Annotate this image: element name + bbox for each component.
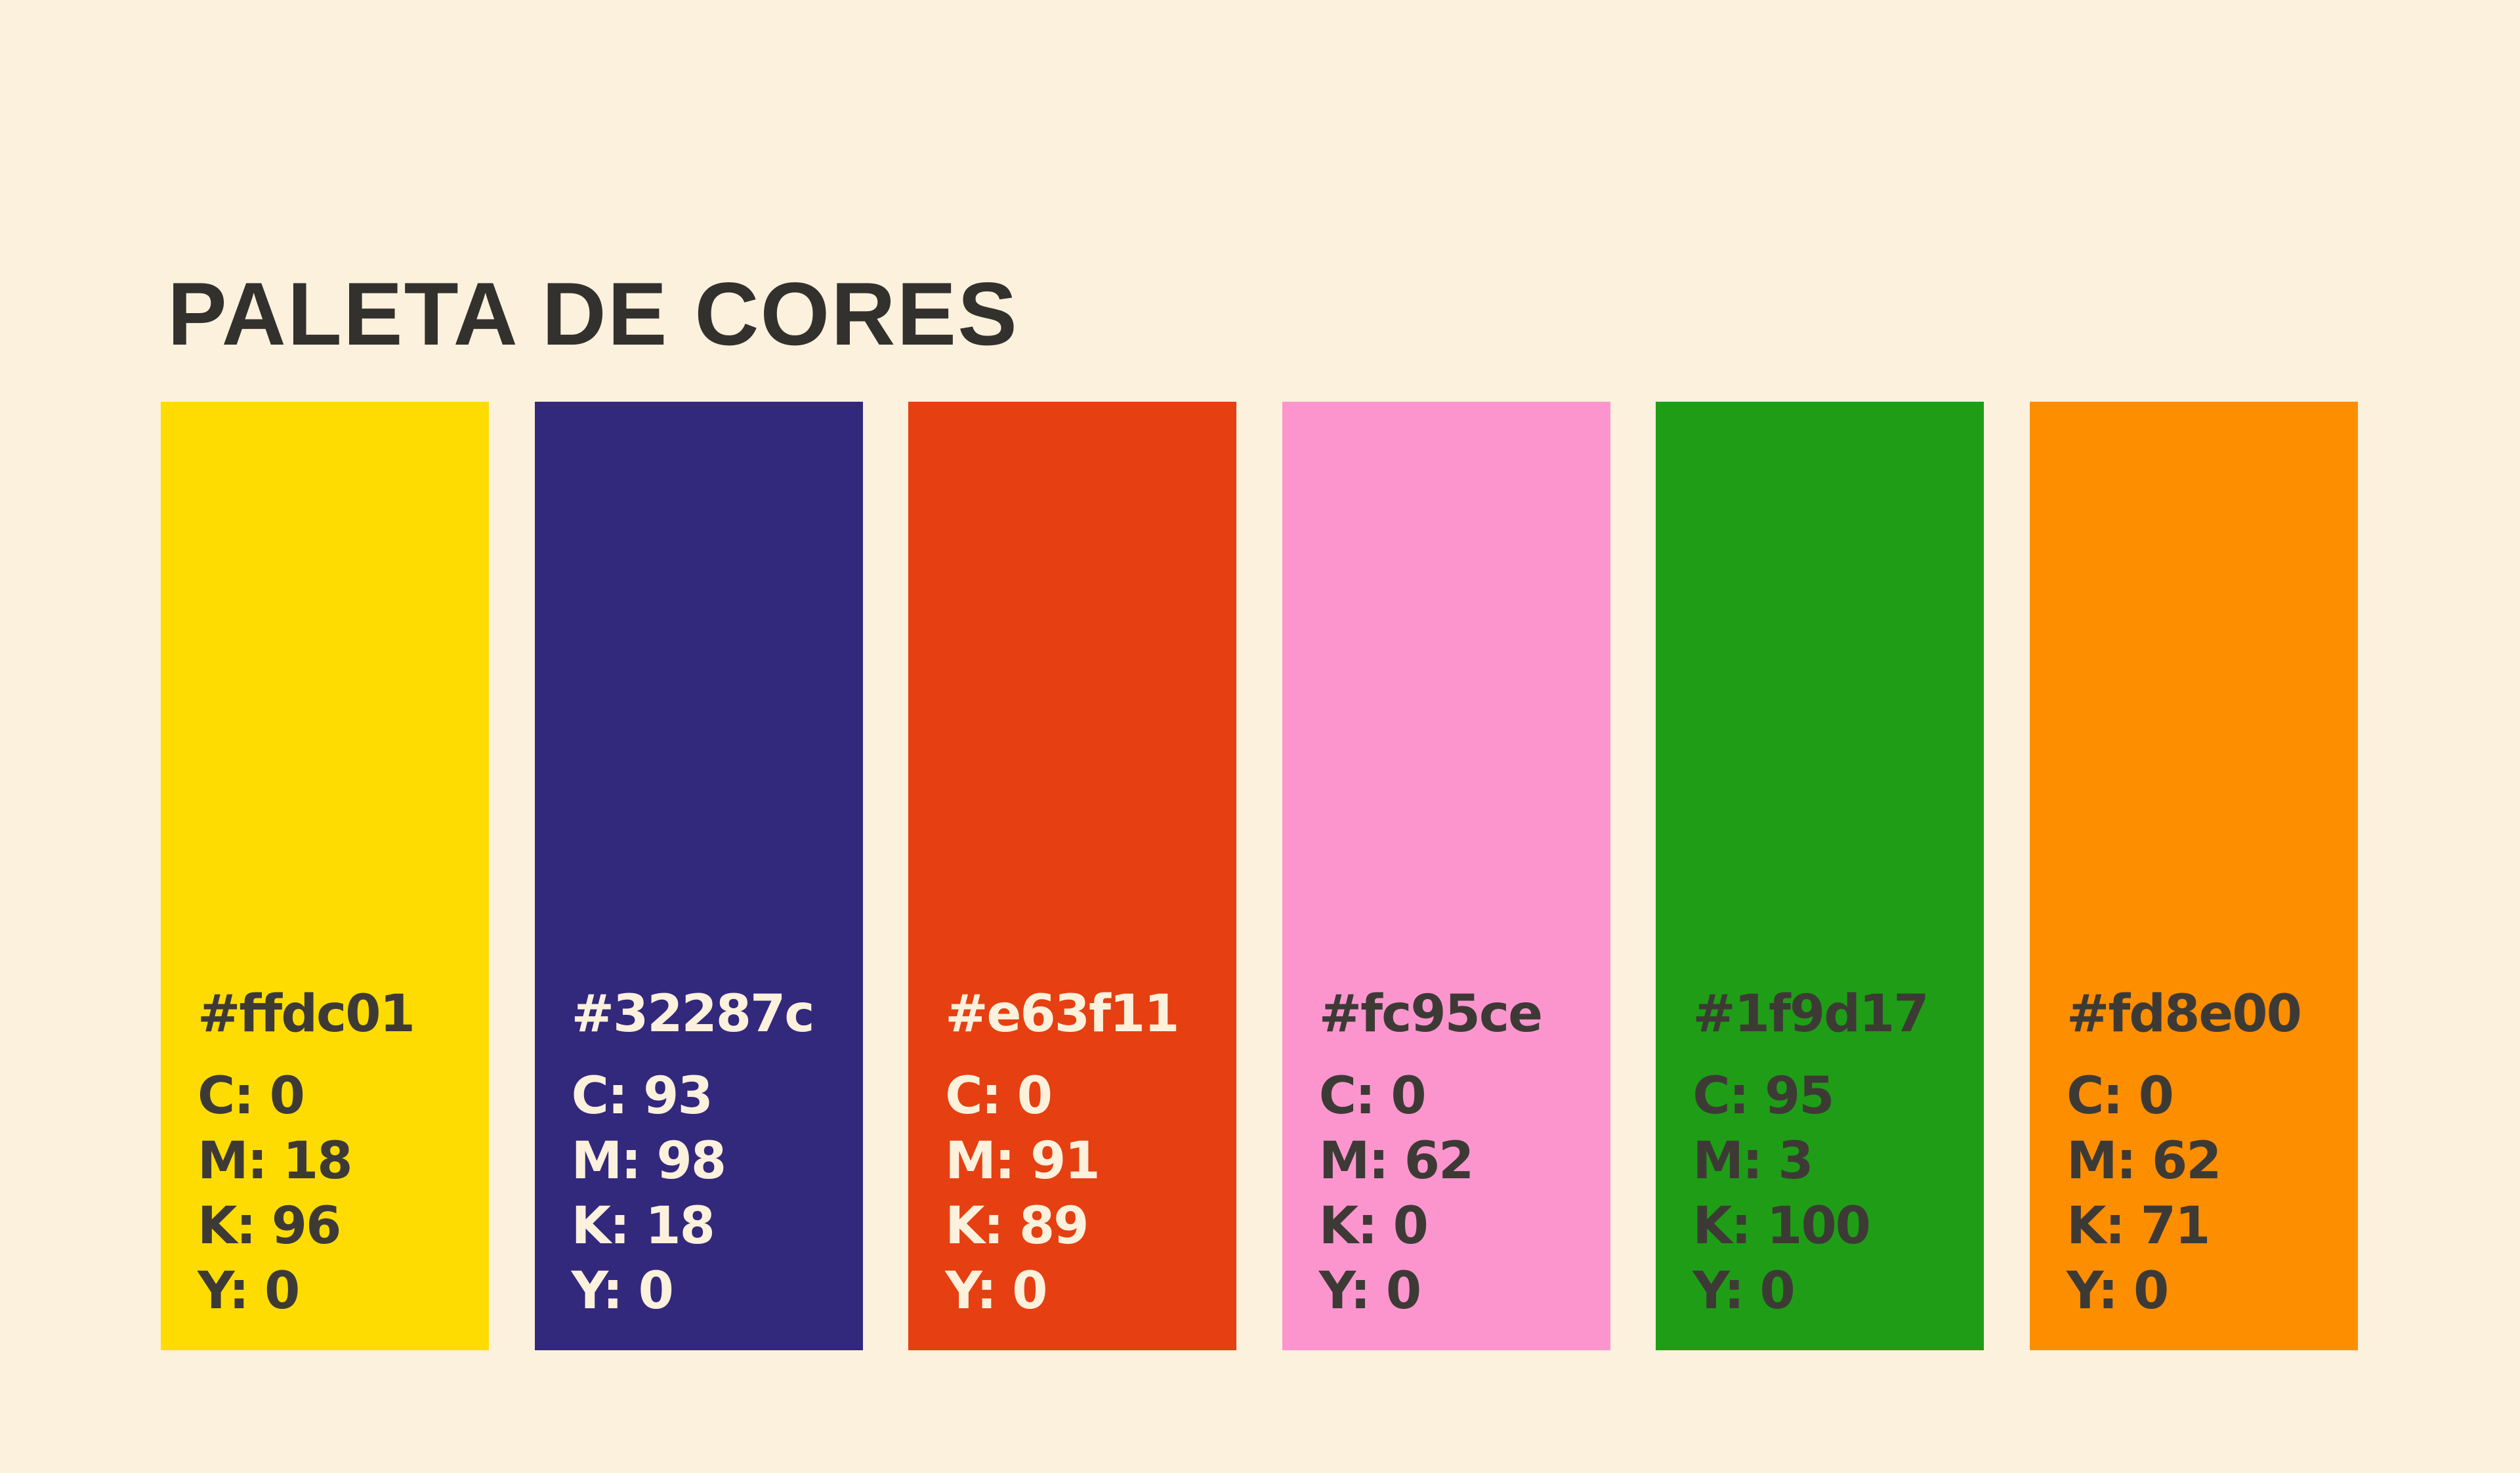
color-value: M: 91 bbox=[945, 1132, 1101, 1191]
color-value: M: 3 bbox=[1692, 1132, 1813, 1191]
color-value: K: 89 bbox=[945, 1197, 1089, 1256]
color-value: Y: 0 bbox=[198, 1262, 300, 1321]
color-value: C: 0 bbox=[2067, 1067, 2174, 1126]
color-value: K: 96 bbox=[198, 1197, 341, 1256]
hex-code: #fc95ce bbox=[1318, 985, 1543, 1044]
color-value: C: 0 bbox=[945, 1067, 1053, 1126]
color-swatch bbox=[908, 402, 1237, 1350]
color-value: Y: 0 bbox=[2067, 1262, 2169, 1321]
color-value: K: 100 bbox=[1692, 1197, 1871, 1256]
hex-code: #32287c bbox=[571, 985, 815, 1044]
hex-code: #1f9d17 bbox=[1692, 985, 1929, 1044]
hex-code: #ffdc01 bbox=[198, 985, 415, 1044]
hex-code: #e63f11 bbox=[945, 985, 1179, 1044]
color-value: M: 62 bbox=[2067, 1132, 2222, 1191]
color-value: K: 0 bbox=[1318, 1197, 1429, 1256]
color-value: M: 98 bbox=[571, 1132, 727, 1191]
color-swatch bbox=[1656, 402, 1984, 1350]
color-value: C: 0 bbox=[1318, 1067, 1427, 1126]
color-value: Y: 0 bbox=[1318, 1262, 1421, 1321]
color-value: K: 18 bbox=[571, 1197, 715, 1256]
color-swatch bbox=[1282, 402, 1610, 1350]
color-value: Y: 0 bbox=[945, 1262, 1047, 1321]
hex-code: #fd8e00 bbox=[2067, 985, 2302, 1044]
color-value: K: 71 bbox=[2067, 1197, 2210, 1256]
color-value: M: 18 bbox=[198, 1132, 353, 1191]
color-value: C: 95 bbox=[1692, 1067, 1834, 1126]
color-swatch bbox=[161, 402, 489, 1350]
color-swatch bbox=[2030, 402, 2358, 1350]
color-value: C: 93 bbox=[571, 1067, 713, 1126]
title: PALETA DE CORES bbox=[167, 264, 1018, 364]
color-value: M: 62 bbox=[1318, 1132, 1475, 1191]
color-value: Y: 0 bbox=[1692, 1262, 1795, 1321]
color-value: Y: 0 bbox=[571, 1262, 674, 1321]
color-value: C: 0 bbox=[198, 1067, 305, 1126]
color-swatch bbox=[534, 402, 863, 1350]
